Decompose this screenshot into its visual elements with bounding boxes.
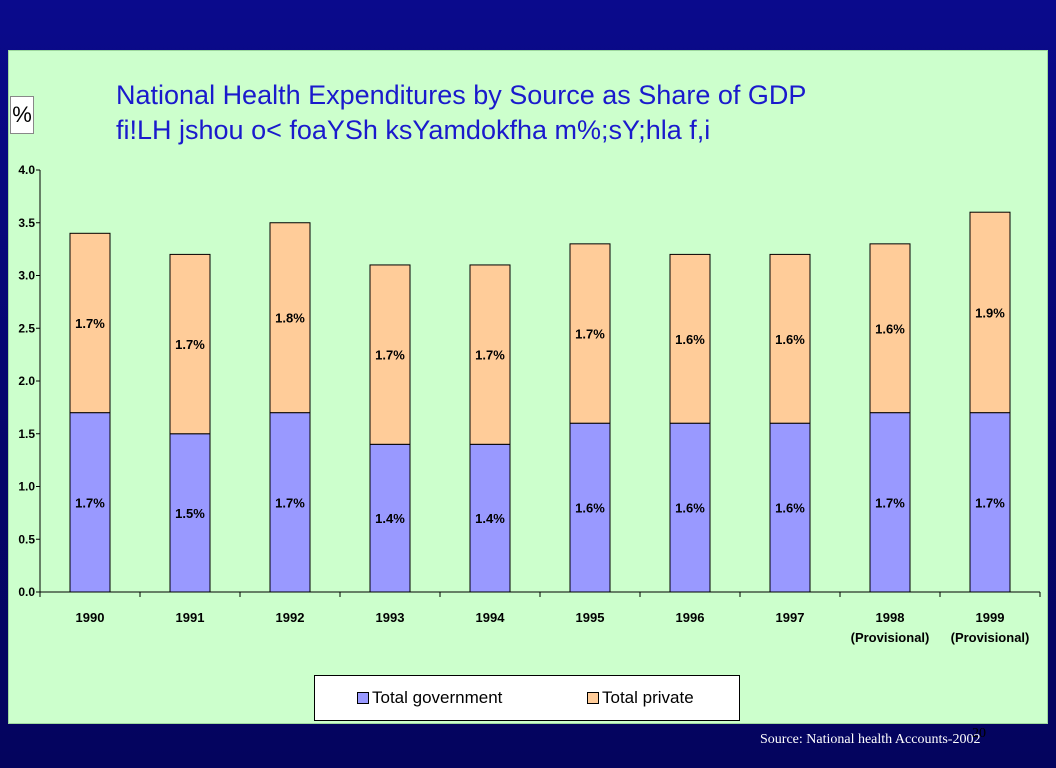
legend-item-government: Total government xyxy=(357,688,502,708)
bar-private xyxy=(769,253,811,424)
bar-government xyxy=(69,412,111,593)
x-tick-label: 1997 xyxy=(776,610,805,625)
legend-item-private: Total private xyxy=(587,688,694,708)
legend-swatch-government xyxy=(357,692,369,704)
x-tick-label: 1999 xyxy=(976,610,1005,625)
bar-value-label: 1.6% xyxy=(675,501,705,516)
bar-value-label: 1.6% xyxy=(675,332,705,347)
bar-private xyxy=(269,222,311,414)
bar-value-label: 1.4% xyxy=(475,511,505,526)
bar-value-label: 1.6% xyxy=(575,501,605,516)
y-tick-label: 4.0 xyxy=(18,163,35,177)
bar-government xyxy=(169,433,211,593)
legend-label-government: Total government xyxy=(372,688,503,707)
bar-private xyxy=(869,243,911,414)
bar-government xyxy=(469,443,511,593)
bar-value-label: 1.6% xyxy=(775,501,805,516)
legend-label-private: Total private xyxy=(602,688,694,707)
bar-private xyxy=(169,253,211,435)
y-tick-label: 2.0 xyxy=(18,374,35,388)
bar-government xyxy=(269,412,311,593)
bar-government xyxy=(769,422,811,593)
bar-private xyxy=(569,243,611,424)
y-tick-label: 0.5 xyxy=(18,532,35,546)
x-tick-label: 1995 xyxy=(576,610,605,625)
title-line-2: fi!LH jshou o< foaYSh ksYamdokfha m%;sY;… xyxy=(116,115,711,145)
legend: Total government Total private xyxy=(314,675,740,721)
bar-private xyxy=(469,264,511,445)
bar-value-label: 1.7% xyxy=(275,495,305,510)
chart-title: National Health Expenditures by Source a… xyxy=(116,78,806,148)
y-tick-label: 1.5 xyxy=(18,427,35,441)
y-tick-label: 3.5 xyxy=(18,216,35,230)
x-tick-label: 1990 xyxy=(76,610,105,625)
bar-value-label: 1.9% xyxy=(975,305,1005,320)
bar-value-label: 1.7% xyxy=(75,316,105,331)
y-tick-label: 2.5 xyxy=(18,321,35,335)
y-tick-label: 3.0 xyxy=(18,269,35,283)
x-tick-label: 1991 xyxy=(176,610,205,625)
bar-value-label: 1.7% xyxy=(75,495,105,510)
source-note: Source: National health Accounts-2002 xyxy=(760,732,981,747)
bar-value-label: 1.4% xyxy=(375,511,405,526)
x-tick-label: (Provisional) xyxy=(951,630,1030,645)
x-tick-label: 1992 xyxy=(276,610,305,625)
bar-government xyxy=(669,422,711,593)
slide-number: 20 xyxy=(972,726,986,741)
x-tick-label: (Provisional) xyxy=(851,630,930,645)
bar-government xyxy=(869,412,911,593)
bar-private xyxy=(69,232,111,414)
bar-value-label: 1.5% xyxy=(175,506,205,521)
x-tick-label: 1994 xyxy=(476,610,506,625)
title-line-1: National Health Expenditures by Source a… xyxy=(116,80,807,110)
bar-private xyxy=(669,253,711,424)
bar-value-label: 1.7% xyxy=(175,337,205,352)
bar-private xyxy=(969,211,1011,414)
y-tick-label: 1.0 xyxy=(18,480,35,494)
bar-value-label: 1.7% xyxy=(875,495,905,510)
bar-value-label: 1.6% xyxy=(775,332,805,347)
bar-value-label: 1.7% xyxy=(375,348,405,363)
x-tick-label: 1998 xyxy=(876,610,905,625)
bar-value-label: 1.6% xyxy=(875,321,905,336)
bar-private xyxy=(369,264,411,445)
bar-government xyxy=(569,422,611,593)
bar-value-label: 1.7% xyxy=(475,348,505,363)
bar-value-label: 1.8% xyxy=(275,311,305,326)
x-tick-label: 1996 xyxy=(676,610,705,625)
y-tick-label: 0.0 xyxy=(18,585,35,599)
x-tick-label: 1993 xyxy=(376,610,405,625)
bar-value-label: 1.7% xyxy=(975,495,1005,510)
bar-value-label: 1.7% xyxy=(575,327,605,342)
unit-label: % xyxy=(10,96,34,134)
legend-swatch-private xyxy=(587,692,599,704)
